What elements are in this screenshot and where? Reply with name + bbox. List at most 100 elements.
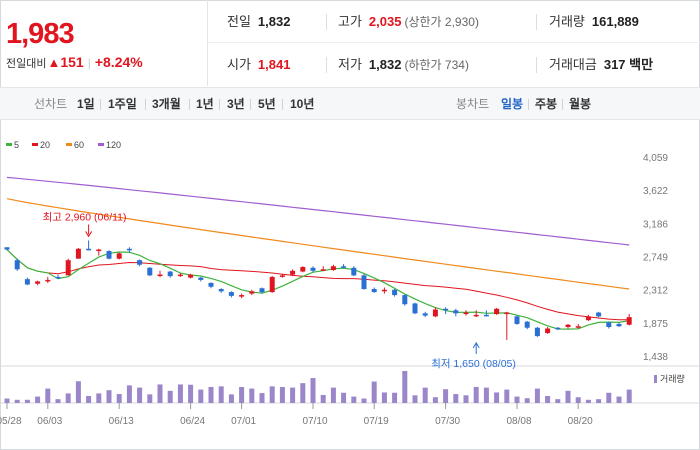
candle-body [392, 289, 398, 296]
ma60-line [6, 198, 630, 290]
volume-bar [483, 387, 489, 403]
volume-bar [565, 390, 571, 403]
period-3y[interactable]: 3년 [227, 97, 245, 111]
stats-panel: 전일 1,832 고가 2,035 (상한가 2,930) 거래량 161,889 시가… [208, 0, 700, 86]
stat-label: 거래대금 [549, 57, 597, 72]
candle-daily[interactable]: 일봉 [501, 97, 524, 111]
low-arrow-head [472, 341, 480, 349]
volume-bar [147, 394, 153, 403]
candle-body [626, 317, 632, 325]
period-1d[interactable]: 1일 [77, 97, 95, 111]
stat-value: 1,832 [368, 57, 402, 72]
volume-bar [208, 387, 214, 403]
candle-body [157, 274, 163, 277]
volume-bar [269, 386, 275, 403]
candle-body [106, 251, 112, 259]
low-annotation: 최저 1,650 (08/05) [431, 358, 516, 370]
candle-body [147, 267, 153, 276]
y-tick-label: 3,622 [643, 186, 668, 197]
candle-body [269, 276, 275, 293]
candle-body [381, 289, 387, 292]
period-10y[interactable]: 10년 [290, 97, 315, 111]
volume-bar [116, 394, 122, 403]
candle-body [524, 321, 530, 328]
stat-sub: (상한가 2,930) [404, 15, 479, 29]
candle-body [126, 248, 132, 251]
candle-body [371, 289, 377, 293]
legend-label: 120 [106, 140, 121, 150]
candle-body [514, 316, 520, 324]
stat-label: 시가 [227, 57, 251, 72]
stat-label: 고가 [338, 14, 362, 29]
volume-bar [432, 397, 438, 403]
volume-bar [463, 395, 469, 403]
candle-body [137, 260, 143, 265]
high-arrow-head [85, 231, 93, 238]
stat-label: 저가 [338, 57, 362, 72]
legend-swatch [6, 143, 12, 146]
legend-label: 60 [74, 140, 84, 150]
volume-bar [35, 396, 41, 403]
divider [219, 99, 220, 110]
divider [562, 99, 563, 110]
candle-body [45, 279, 51, 282]
period-1w[interactable]: 1주일 [108, 97, 137, 111]
volume-bar [351, 396, 357, 403]
stat-value: 2,035 [368, 14, 402, 29]
divider [536, 57, 537, 73]
period-toolbar: 선차트 1일 1주일 3개월 1년 3년 5년 10년 봉차트 일봉 주봉 월봉 [0, 87, 700, 120]
candle-body [606, 322, 612, 327]
x-tick-label: 07/30 [435, 416, 460, 427]
volume-bar [504, 389, 510, 403]
up-triangle-icon: ▲ [47, 55, 61, 70]
period-1y[interactable]: 1년 [196, 97, 214, 111]
volume-bar [157, 384, 163, 403]
stat-volume: 거래량 161,889 [549, 0, 639, 43]
candle-body [341, 266, 347, 268]
divider [326, 14, 327, 30]
y-tick-label: 2,749 [643, 252, 668, 263]
candle-body [300, 267, 306, 272]
volume-bar [575, 397, 581, 403]
y-tick-label: 2,312 [643, 286, 668, 297]
stat-value: 317 백만 [603, 57, 654, 72]
candle-body [290, 270, 296, 275]
volume-bar [65, 393, 71, 403]
candle-body [239, 295, 245, 297]
candle-body [228, 292, 234, 296]
candle-body [443, 308, 449, 311]
x-tick-label: 07/10 [302, 416, 327, 427]
stat-label: 거래량 [549, 14, 585, 29]
x-tick-label: 06/24 [180, 416, 205, 427]
candle-body [310, 267, 316, 271]
candle-body [361, 275, 367, 290]
candle-weekly[interactable]: 주봉 [535, 97, 558, 111]
volume-bar [167, 390, 173, 403]
candle-body [14, 260, 20, 270]
y-tick-label: 1,875 [643, 319, 668, 330]
volume-bar [473, 387, 479, 403]
divider [100, 99, 101, 110]
change-percent: +8.24% [94, 54, 143, 70]
line-chart-title: 선차트 [34, 97, 68, 111]
period-3m[interactable]: 3개월 [152, 97, 181, 111]
candle-body [402, 295, 408, 305]
period-5y[interactable]: 5년 [258, 97, 276, 111]
volume-bar [361, 398, 367, 403]
change-separator: | [87, 56, 91, 70]
stat-label: 전일 [227, 14, 251, 29]
candle-monthly[interactable]: 월봉 [569, 97, 592, 111]
x-tick-label: 06/13 [109, 416, 134, 427]
candle-body [483, 314, 489, 317]
price-summary: 1,983 전일대비▲151 | +8.24% [0, 0, 208, 86]
volume-bar [228, 394, 234, 403]
volume-bar [524, 398, 530, 403]
volume-bar [177, 384, 183, 403]
candle-body [422, 313, 428, 316]
divider [528, 99, 529, 110]
candle-body [259, 288, 265, 293]
candle-body [208, 282, 214, 287]
candle-body [575, 326, 581, 328]
candle-body [35, 281, 41, 284]
stats-row-2: 시가 1,841 저가 1,832 (하한가 734) 거래대금 317 백만 [208, 43, 700, 86]
